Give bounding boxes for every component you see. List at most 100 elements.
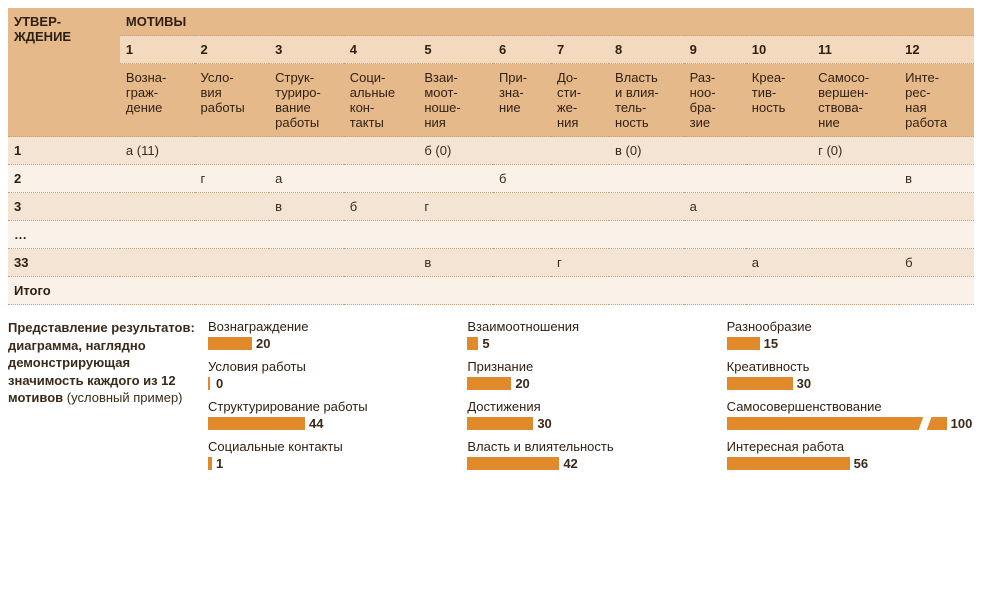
bar	[467, 337, 478, 350]
cell	[195, 193, 270, 221]
bar-tick	[208, 377, 210, 390]
col-num-9: 9	[684, 36, 746, 64]
cell	[195, 137, 270, 165]
bar-item: Интересная работа 56	[727, 439, 974, 471]
col-num-6: 6	[493, 36, 551, 64]
chart-description: Представление результатов: диаграмма, на…	[8, 319, 196, 471]
cell	[418, 165, 493, 193]
motives-header: МОТИВЫ	[120, 8, 974, 36]
row-label: 2	[8, 165, 120, 193]
bar-item: Достижения 30	[467, 399, 714, 431]
bar-value: 30	[537, 416, 551, 431]
col-label-12: Инте- рес- ная работа	[899, 64, 974, 137]
cell	[120, 277, 195, 305]
col-label-4: Соци- альные кон- такты	[344, 64, 419, 137]
cell: г (0)	[812, 137, 899, 165]
bar	[727, 337, 760, 350]
bar-row: 44	[208, 416, 455, 431]
bar-value: 42	[563, 456, 577, 471]
cell	[120, 165, 195, 193]
cell	[812, 221, 899, 249]
cell: в (0)	[609, 137, 684, 165]
cell	[551, 137, 609, 165]
cell	[551, 165, 609, 193]
motives-table: УТВЕР- ЖДЕНИЕ МОТИВЫ 123456789101112 Воз…	[8, 8, 974, 305]
bar-label: Креативность	[727, 359, 974, 374]
cell	[684, 249, 746, 277]
bar-row: 100	[727, 416, 974, 431]
bar-label: Разнообразие	[727, 319, 974, 334]
col-num-5: 5	[418, 36, 493, 64]
cell	[746, 221, 812, 249]
col-label-2: Усло- вия работы	[195, 64, 270, 137]
bar-value: 15	[764, 336, 778, 351]
col-num-7: 7	[551, 36, 609, 64]
cell	[195, 249, 270, 277]
cell: г	[418, 193, 493, 221]
cell: б	[899, 249, 974, 277]
row-label: Итого	[8, 277, 120, 305]
cell	[418, 221, 493, 249]
bar-value: 56	[854, 456, 868, 471]
cell	[269, 249, 344, 277]
cell	[344, 249, 419, 277]
table-row: 33вгаб	[8, 249, 974, 277]
bar-label: Самосовершенствование	[727, 399, 974, 414]
bar-label: Взаимоотношения	[467, 319, 714, 334]
row-label: 33	[8, 249, 120, 277]
bar	[467, 417, 533, 430]
chart-col-3: Разнообразие15Креативность30Самосовершен…	[727, 319, 974, 471]
cell	[551, 277, 609, 305]
chart-columns: Вознаграждение20Условия работы0Структури…	[208, 319, 974, 471]
cell	[269, 221, 344, 249]
col-label-9: Раз- ноо- бра- зие	[684, 64, 746, 137]
col-num-12: 12	[899, 36, 974, 64]
cell	[684, 165, 746, 193]
col-label-1: Возна- граж- дение	[120, 64, 195, 137]
col-label-10: Креа- тив- ность	[746, 64, 812, 137]
col-num-8: 8	[609, 36, 684, 64]
cell	[120, 193, 195, 221]
col-label-5: Взаи- моот- ноше- ния	[418, 64, 493, 137]
row-label: 1	[8, 137, 120, 165]
cell: г	[551, 249, 609, 277]
bar	[208, 457, 212, 470]
table-row: 2габв	[8, 165, 974, 193]
bar-row: 20	[467, 376, 714, 391]
bar-value: 5	[482, 336, 489, 351]
bar-label: Достижения	[467, 399, 714, 414]
cell	[899, 137, 974, 165]
cell	[493, 137, 551, 165]
cell	[609, 193, 684, 221]
table-row: 1а (11)б (0)в (0)г (0)	[8, 137, 974, 165]
cell	[195, 221, 270, 249]
bar	[727, 417, 947, 430]
cell	[120, 221, 195, 249]
bar	[727, 377, 793, 390]
chart-block: Представление результатов: диаграмма, на…	[8, 319, 974, 471]
row-label: 3	[8, 193, 120, 221]
bar-label: Интересная работа	[727, 439, 974, 454]
bar-value: 0	[216, 376, 223, 391]
col-num-4: 4	[344, 36, 419, 64]
bar-label: Условия работы	[208, 359, 455, 374]
cell	[269, 277, 344, 305]
cell	[269, 137, 344, 165]
bar	[467, 377, 511, 390]
cell	[418, 277, 493, 305]
table-row: 3вбга	[8, 193, 974, 221]
cell: а	[269, 165, 344, 193]
cell	[609, 249, 684, 277]
bar-label: Социальные контакты	[208, 439, 455, 454]
bar-row: 42	[467, 456, 714, 471]
cell	[344, 165, 419, 193]
cell: г	[195, 165, 270, 193]
cell: в	[418, 249, 493, 277]
cell	[344, 137, 419, 165]
bar-label: Структурирование работы	[208, 399, 455, 414]
cell	[812, 193, 899, 221]
bar-label: Признание	[467, 359, 714, 374]
bar-item: Власть и влиятельность 42	[467, 439, 714, 471]
bar-label: Власть и влиятельность	[467, 439, 714, 454]
bar-value: 100	[951, 416, 973, 431]
